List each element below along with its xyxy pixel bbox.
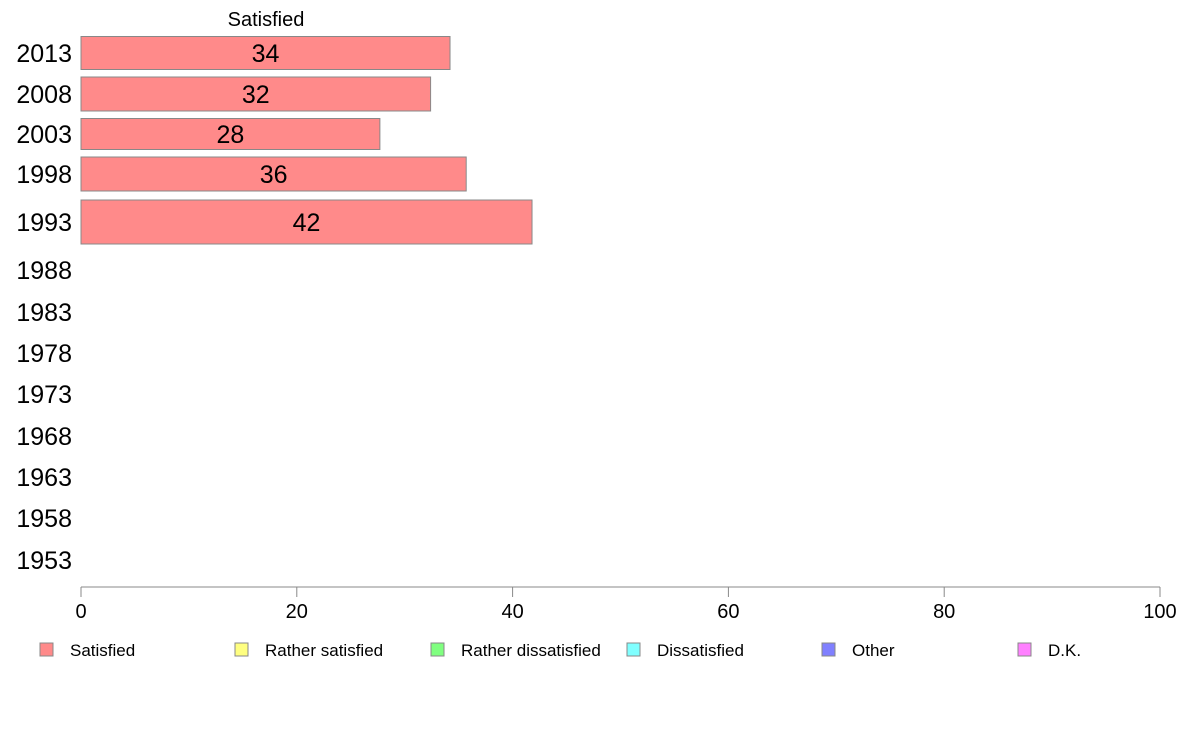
bar	[80, 36, 451, 70]
legend-swatch	[1017, 642, 1032, 657]
legend-swatch	[626, 642, 641, 657]
category-label: 1978	[16, 340, 72, 368]
legend-label: Rather dissatisfied	[461, 641, 601, 660]
category-label: 2013	[16, 40, 72, 68]
legend-label: Other	[852, 641, 895, 660]
legend-swatch	[430, 642, 445, 657]
legend-item: Rather satisfied	[234, 641, 383, 660]
category-label: 1963	[16, 464, 72, 492]
bar	[80, 76, 432, 112]
legend-item: D.K.	[1017, 641, 1081, 660]
category-label: 1973	[16, 381, 72, 409]
category-label: 1988	[16, 257, 72, 285]
legend-item: Other	[821, 641, 895, 660]
legend-label: Satisfied	[70, 641, 135, 660]
bar	[80, 156, 467, 192]
data-label: 28	[217, 121, 245, 149]
x-axis: 0 20 40 60 80 100	[75, 586, 1177, 623]
bars	[80, 36, 533, 245]
legend-label: Rather satisfied	[265, 641, 383, 660]
data-label: 42	[293, 209, 321, 237]
x-tick-label: 40	[501, 601, 523, 623]
legend-swatch	[234, 642, 249, 657]
category-label: 2003	[16, 121, 72, 149]
series-header: Satisfied	[228, 9, 305, 31]
data-label: 32	[242, 81, 270, 109]
category-label: 1953	[16, 547, 72, 575]
category-label: 1958	[16, 505, 72, 533]
legend-item: Satisfied	[39, 641, 135, 660]
legend-item: Dissatisfied	[626, 641, 744, 660]
data-label: 36	[260, 161, 288, 189]
legend-item: Rather dissatisfied	[430, 641, 601, 660]
legend-swatch	[821, 642, 836, 657]
category-label: 1968	[16, 423, 72, 451]
category-label: 1983	[16, 299, 72, 327]
x-tick-label: 20	[286, 601, 308, 623]
category-labels: 2013 2008 2003 1998 1993 1988 1983 1978 1973 1968…	[16, 40, 72, 575]
x-tick-label: 60	[717, 601, 739, 623]
legend: Satisfied Rather satisfied Rather dissatis…	[39, 641, 1081, 660]
x-tick-label: 80	[933, 601, 955, 623]
data-label: 34	[252, 40, 280, 68]
x-tick-label: 100	[1143, 601, 1176, 623]
legend-label: D.K.	[1048, 641, 1081, 660]
legend-swatch	[39, 642, 54, 657]
x-tick-label: 0	[75, 601, 86, 623]
legend-label: Dissatisfied	[657, 641, 744, 660]
bar	[80, 118, 381, 150]
category-label: 1993	[16, 209, 72, 237]
category-label: 1998	[16, 161, 72, 189]
category-label: 2008	[16, 81, 72, 109]
bar	[80, 199, 533, 245]
